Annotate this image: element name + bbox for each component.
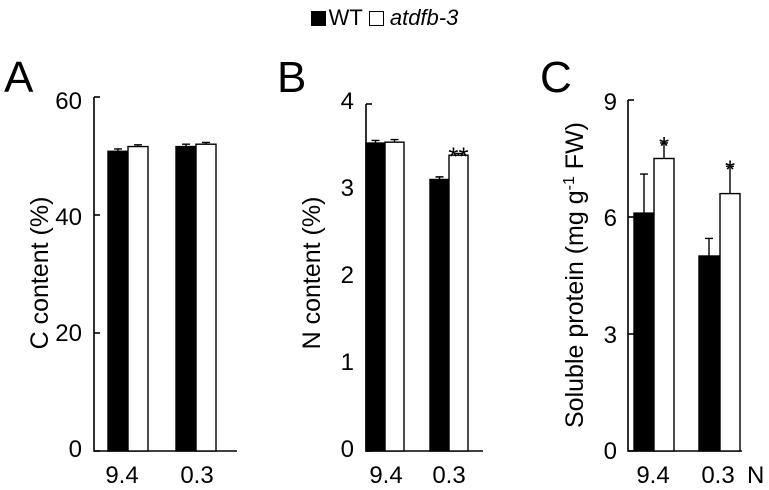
panel-b: B N content (%) 0 1 2 3 4 ** 9.4 0.3 <box>277 53 483 489</box>
bar-a-mutant-9.4 <box>127 145 149 452</box>
error-bar-c-mutant-9.4 <box>660 142 668 159</box>
x-tick-label-a-1: 0.3 <box>180 462 213 489</box>
y-tick-label-a-3: 60 <box>55 88 82 115</box>
legend-label-wt: WT <box>328 5 363 30</box>
bar-b-mutant-9.4 <box>384 141 405 452</box>
panel-letter-c: C <box>540 53 572 102</box>
y-tick-label-b-0: 0 <box>341 436 354 463</box>
y-tick-label-c-3: 9 <box>604 89 617 116</box>
bar-c-wt-9.4 <box>633 212 655 452</box>
error-bar-b-mutant-9.4 <box>390 138 399 143</box>
bar-a-wt-9.4 <box>107 150 129 452</box>
significance-c-0.3: * <box>725 154 735 184</box>
y-axis-label-c-sup: -1 <box>561 176 578 190</box>
y-axis-label-c-end: FW) <box>561 122 589 176</box>
y-axis-label-c-main: Soluble protein (mg g <box>561 190 589 428</box>
legend-swatch-mutant <box>368 11 384 26</box>
legend-swatch-wt <box>310 11 326 26</box>
y-tick-label-c-1: 3 <box>604 322 617 349</box>
x-tick-label-b-1: 0.3 <box>432 462 465 489</box>
y-tick-label-c-0: 0 <box>604 438 617 465</box>
bar-c-mutant-0.3 <box>719 192 741 452</box>
error-bar-a-mutant-9.4 <box>134 144 142 147</box>
y-tick-label-b-3: 3 <box>341 175 354 202</box>
error-bar-c-wt-0.3 <box>705 237 713 256</box>
panel-letter-b: B <box>277 53 306 102</box>
y-tick-label-a-1: 20 <box>55 320 82 347</box>
bar-c-wt-0.3 <box>698 255 720 452</box>
y-tick-label-b-1: 1 <box>341 349 354 376</box>
legend: WT atdfb-3 <box>0 4 769 32</box>
significance-b-0.3: ** <box>448 141 468 171</box>
error-bar-a-wt-9.4 <box>114 148 122 152</box>
y-tick-label-c-2: 6 <box>604 205 617 232</box>
error-bar-a-wt-0.3 <box>182 143 190 147</box>
y-tick-label-a-0: 0 <box>69 436 82 463</box>
bar-b-wt-9.4 <box>365 142 386 452</box>
error-bar-b-wt-9.4 <box>371 139 380 144</box>
error-bar-b-mutant-0.3 <box>454 152 463 156</box>
y-axis-label-b: N content (%) <box>298 197 326 350</box>
panel-a: A C content (%) 0 20 40 60 9.4 0.3 <box>4 53 237 489</box>
error-bar-c-mutant-0.3 <box>726 165 734 194</box>
bar-b-mutant-0.3 <box>448 154 469 452</box>
x-tick-label-c-1: 0.3 <box>701 462 734 489</box>
y-tick-label-b-4: 4 <box>341 88 354 115</box>
x-tick-label-a-0: 9.4 <box>105 462 138 489</box>
x-tick-label-b-0: 9.4 <box>369 462 402 489</box>
bar-c-mutant-9.4 <box>653 157 675 452</box>
panel-c: C Soluble protein (mg g-1 FW) 0 3 6 9 * … <box>540 53 764 489</box>
error-bar-a-mutant-0.3 <box>202 141 210 145</box>
significance-c-9.4: * <box>659 131 669 161</box>
bar-b-wt-0.3 <box>429 178 450 452</box>
y-axis-label-a: C content (%) <box>26 197 54 350</box>
legend-label-mutant: atdfb-3 <box>389 5 459 30</box>
x-axis-unit-c: N <box>747 462 764 489</box>
bar-a-mutant-0.3 <box>195 143 217 452</box>
error-bar-c-wt-9.4 <box>640 173 648 214</box>
bar-a-wt-0.3 <box>175 145 197 452</box>
y-tick-label-b-2: 2 <box>341 262 354 289</box>
y-tick-label-a-2: 40 <box>55 204 82 231</box>
error-bar-b-wt-0.3 <box>435 176 444 180</box>
y-axis-label-c: Soluble protein (mg g-1 FW) <box>561 122 589 428</box>
panel-letter-a: A <box>4 53 34 102</box>
x-tick-label-c-0: 9.4 <box>636 462 669 489</box>
